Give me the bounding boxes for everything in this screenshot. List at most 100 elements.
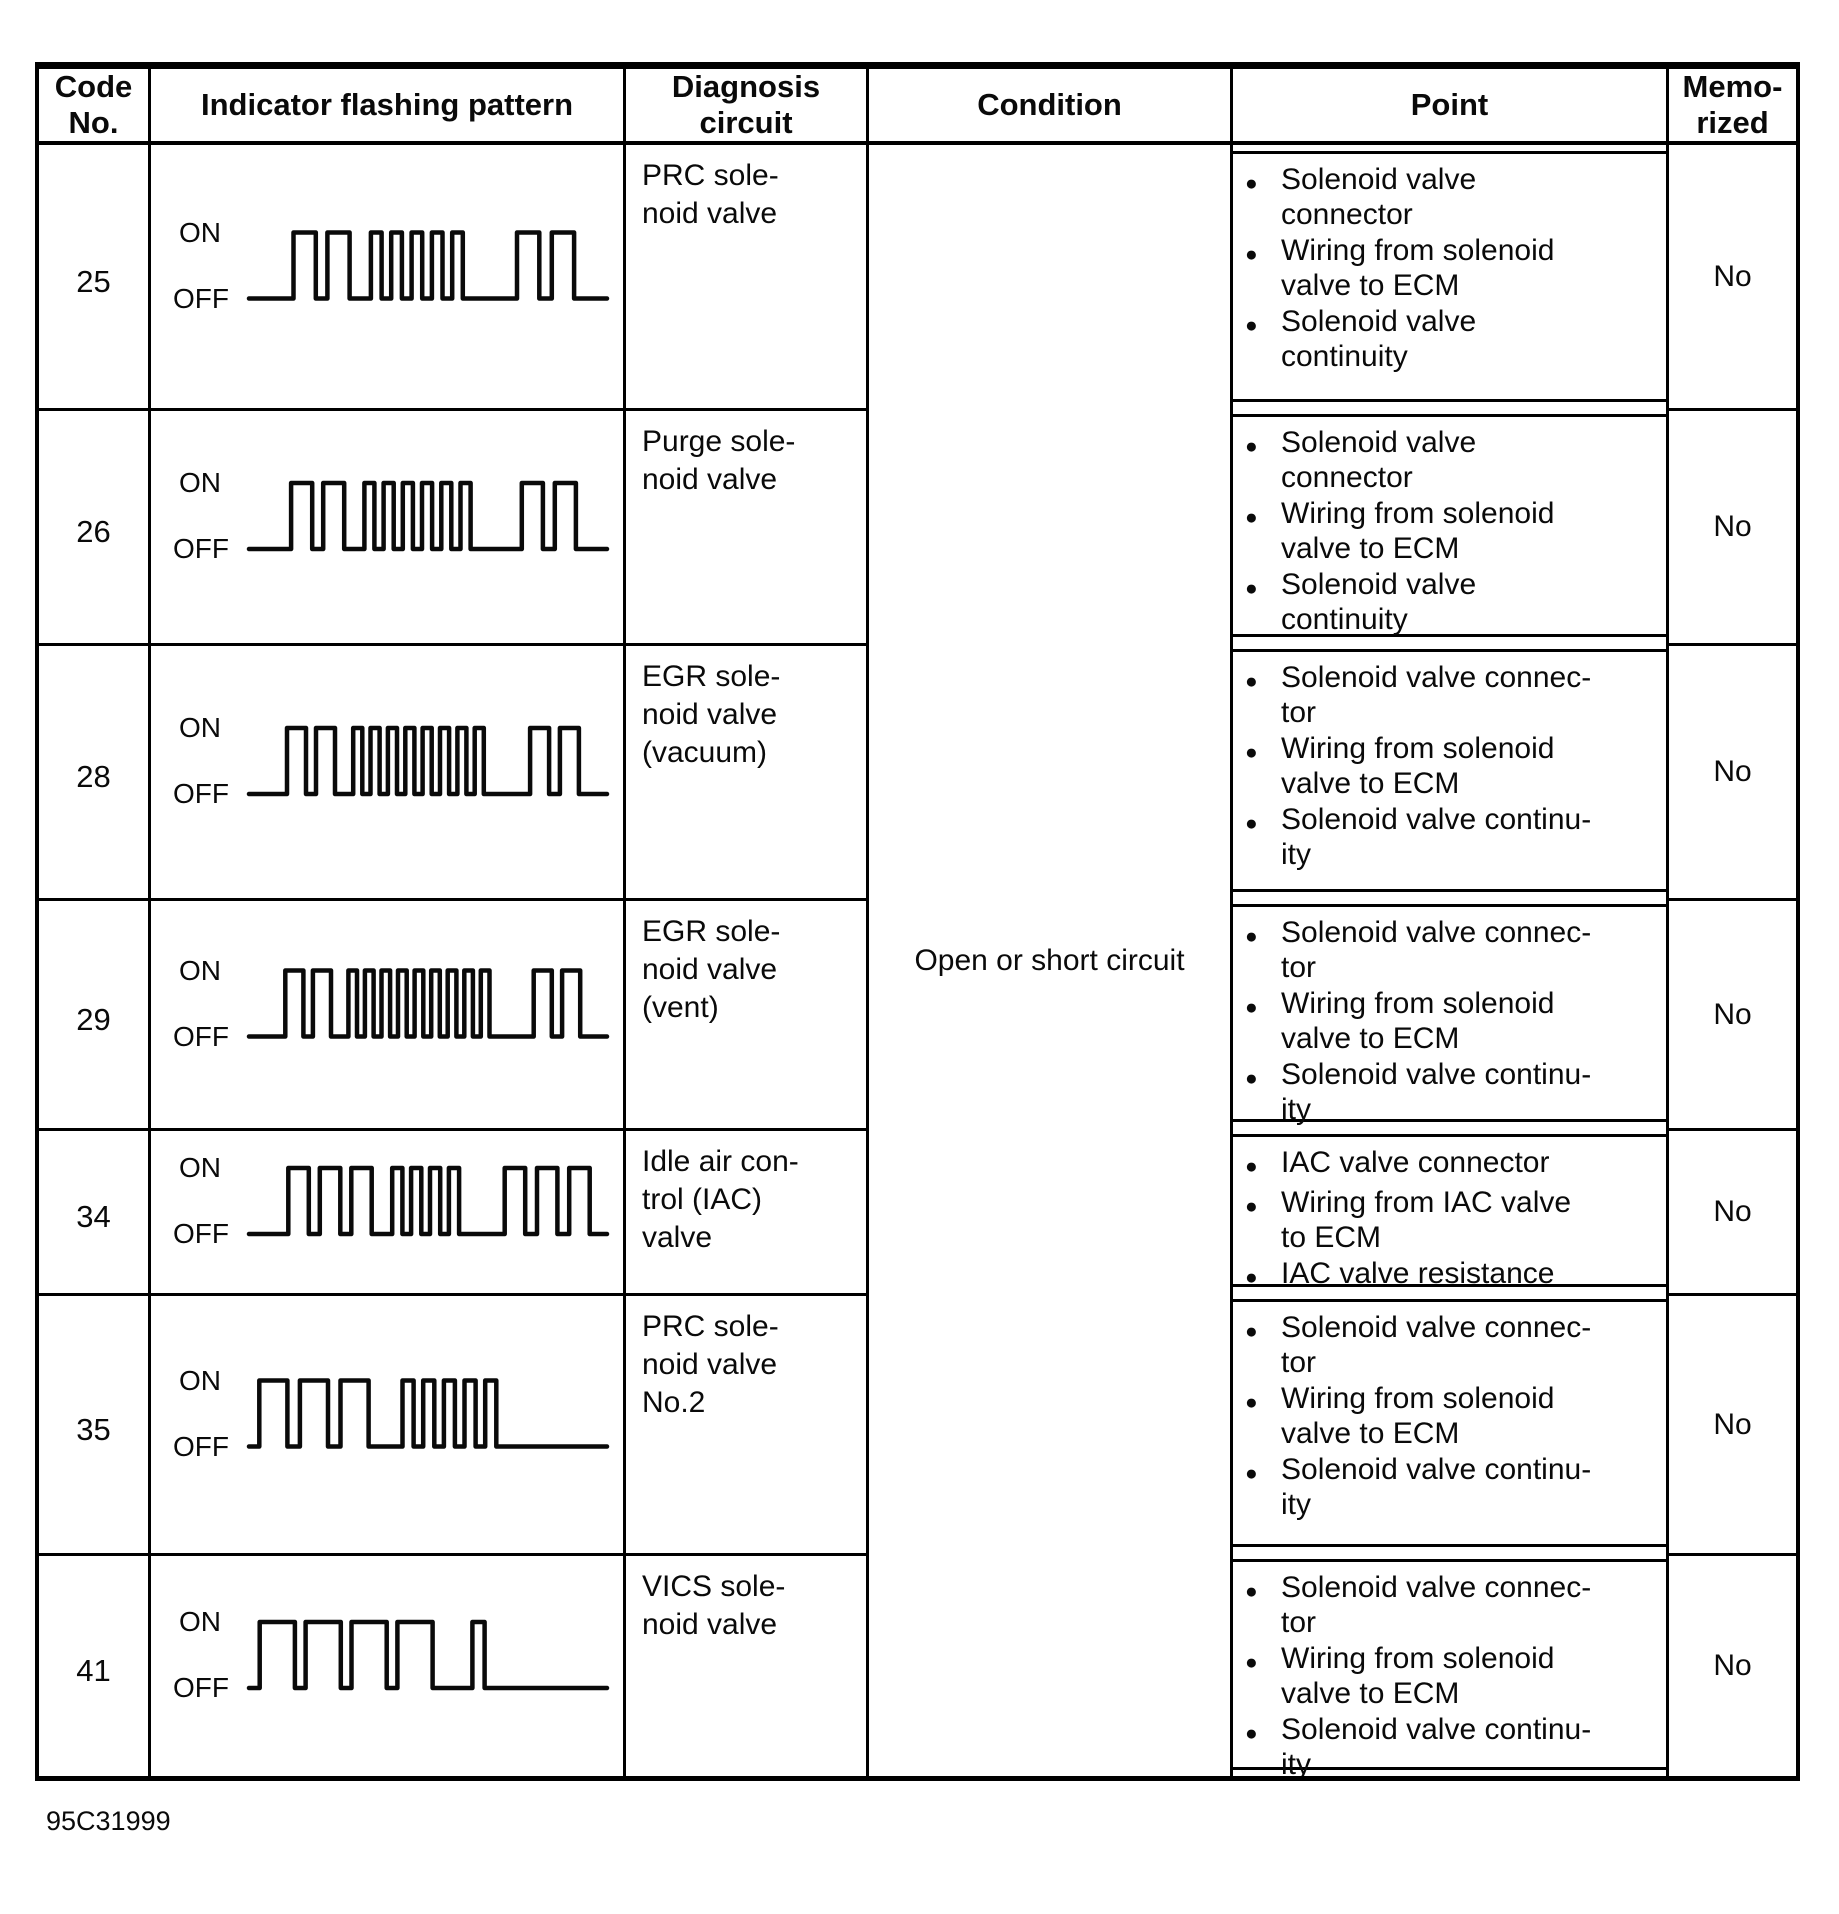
point-text: IAC valve resistance <box>1281 1257 1555 1290</box>
figure-id: 95C31999 <box>46 1806 171 1836</box>
point-text: Solenoid valve connec- tor <box>1281 1311 1592 1379</box>
bullet-icon: ● <box>1245 314 1258 337</box>
point-text: Solenoid valve connec- tor <box>1281 661 1592 729</box>
point-item: ● Solenoid valve connector <box>1245 162 1660 232</box>
point-text: Solenoid valve connec- tor <box>1281 916 1592 984</box>
point-item: ● Solenoid valve connec- tor <box>1245 1310 1660 1380</box>
diagnosis-cell: Purge sole- noid valve <box>626 408 869 643</box>
point-list: ● Solenoid valve connec- tor ● Wiring from … <box>1233 904 1666 1126</box>
point-item: ● Solenoid valve connec- tor <box>1245 660 1660 730</box>
point-text: Solenoid valve continu- ity <box>1281 803 1592 871</box>
header-code-no: Code No. <box>39 69 151 145</box>
point-text: Solenoid valve connector <box>1281 426 1477 494</box>
point-text: Wiring from IAC valve to ECM <box>1281 1186 1572 1254</box>
bullet-icon: ● <box>1245 1266 1258 1289</box>
point-item: ● Solenoid valve connec- tor <box>1245 1570 1660 1640</box>
off-label: OFF <box>173 778 229 809</box>
point-text: IAC valve connector <box>1281 1146 1550 1179</box>
point-item: ● Wiring from solenoid valve to ECM <box>1245 496 1660 566</box>
flash-pattern-waveform <box>246 1165 610 1237</box>
diagnosis-cell: VICS sole- noid valve <box>626 1553 869 1776</box>
point-item: ● Solenoid valve connector <box>1245 425 1660 495</box>
bullet-icon: ● <box>1245 506 1258 529</box>
on-label: ON <box>179 467 221 498</box>
point-text: Solenoid valve connec- tor <box>1281 1571 1592 1639</box>
diagnosis-cell: EGR sole- noid valve (vent) <box>626 898 869 1128</box>
point-cell: ● Solenoid valve connector ● Wiring from so… <box>1233 145 1669 408</box>
point-cell: ● Solenoid valve connec- tor ● Wiring from … <box>1233 898 1669 1128</box>
point-cell: ● Solenoid valve connec- tor ● Wiring from … <box>1233 1553 1669 1776</box>
point-text: Solenoid valve continu- ity <box>1281 1713 1592 1776</box>
point-item: ● Solenoid valve continu- ity <box>1245 802 1660 872</box>
bullet-icon: ● <box>1245 1320 1258 1343</box>
point-cell: ● Solenoid valve connector ● Wiring from so… <box>1233 408 1669 643</box>
point-text: Wiring from solenoid valve to ECM <box>1281 497 1555 565</box>
pattern-cell: ON OFF <box>151 1553 626 1776</box>
pattern-cell: ON OFF <box>151 643 626 898</box>
flash-pattern-waveform <box>246 725 610 797</box>
point-item: ● Solenoid valve continu- ity <box>1245 1057 1660 1127</box>
condition-cell: Open or short circuit <box>869 145 1233 1776</box>
bullet-icon: ● <box>1245 1651 1258 1674</box>
diagnosis-cell: PRC sole- noid valve No.2 <box>626 1293 869 1553</box>
point-cell: ● IAC valve connector ● Wiring from IAC val… <box>1233 1128 1669 1293</box>
pattern-cell: ON OFF <box>151 145 626 408</box>
flash-pattern-waveform <box>246 968 610 1039</box>
bullet-icon: ● <box>1245 741 1258 764</box>
bullet-icon: ● <box>1245 925 1258 948</box>
memorized-cell: No <box>1669 408 1796 643</box>
pattern-cell: ON OFF <box>151 1128 626 1293</box>
off-label: OFF <box>173 1020 229 1052</box>
diagnosis-cell: PRC sole- noid valve <box>626 145 869 408</box>
memorized-cell: No <box>1669 643 1796 898</box>
point-text: Wiring from solenoid valve to ECM <box>1281 1642 1555 1710</box>
point-item: ● Wiring from solenoid valve to ECM <box>1245 1641 1660 1711</box>
on-label: ON <box>179 954 221 986</box>
bullet-icon: ● <box>1245 1462 1258 1485</box>
header-diagnosis-circuit: Diagnosis circuit <box>626 69 869 145</box>
off-label: OFF <box>173 1430 229 1462</box>
bullet-icon: ● <box>1245 435 1258 458</box>
point-text: Wiring from solenoid valve to ECM <box>1281 1382 1555 1450</box>
point-text: Solenoid valve continuity <box>1281 568 1477 636</box>
memorized-cell: No <box>1669 1128 1796 1293</box>
header-indicator-flashing-pattern: Indicator flashing pattern <box>151 69 626 145</box>
point-item: ● Solenoid valve continu- ity <box>1245 1712 1660 1776</box>
code-cell: 35 <box>39 1293 151 1553</box>
header-condition: Condition <box>869 69 1233 145</box>
point-item: ● Wiring from solenoid valve to ECM <box>1245 1381 1660 1451</box>
point-text: Wiring from solenoid valve to ECM <box>1281 987 1555 1055</box>
point-text: Solenoid valve continuity <box>1281 305 1477 373</box>
pattern-cell: ON OFF <box>151 898 626 1128</box>
bullet-icon: ● <box>1245 1155 1258 1178</box>
memorized-cell: No <box>1669 1553 1796 1776</box>
code-cell: 29 <box>39 898 151 1128</box>
diagnosis-cell: EGR sole- noid valve (vacuum) <box>626 643 869 898</box>
point-cell: ● Solenoid valve connec- tor ● Wiring from … <box>1233 643 1669 898</box>
on-label: ON <box>179 1364 221 1396</box>
off-label: OFF <box>173 1218 229 1249</box>
on-label: ON <box>179 1606 221 1637</box>
bullet-icon: ● <box>1245 1391 1258 1414</box>
point-item: ● Wiring from IAC valve to ECM <box>1245 1185 1660 1255</box>
bullet-icon: ● <box>1245 243 1258 266</box>
point-item: ● Wiring from solenoid valve to ECM <box>1245 731 1660 801</box>
point-list: ● Solenoid valve connec- tor ● Wiring from … <box>1233 1299 1666 1547</box>
bullet-icon: ● <box>1245 172 1258 195</box>
header-memorized: Memo- rized <box>1669 69 1796 145</box>
flash-pattern-waveform <box>246 1378 610 1449</box>
bullet-icon: ● <box>1245 812 1258 835</box>
point-item: ● Solenoid valve connec- tor <box>1245 915 1660 985</box>
diagnostic-code-table: Code No. Indicator flashing pattern Diag… <box>35 62 1800 1781</box>
bullet-icon: ● <box>1245 1722 1258 1745</box>
bullet-icon: ● <box>1245 996 1258 1019</box>
code-cell: 25 <box>39 145 151 408</box>
on-label: ON <box>179 1152 221 1183</box>
bullet-icon: ● <box>1245 1195 1258 1218</box>
bullet-icon: ● <box>1245 1067 1258 1090</box>
code-cell: 34 <box>39 1128 151 1293</box>
point-item: ● Wiring from solenoid valve to ECM <box>1245 986 1660 1056</box>
point-item: ● Solenoid valve continu- ity <box>1245 1452 1660 1522</box>
off-label: OFF <box>173 1672 229 1703</box>
memorized-cell: No <box>1713 259 1752 293</box>
